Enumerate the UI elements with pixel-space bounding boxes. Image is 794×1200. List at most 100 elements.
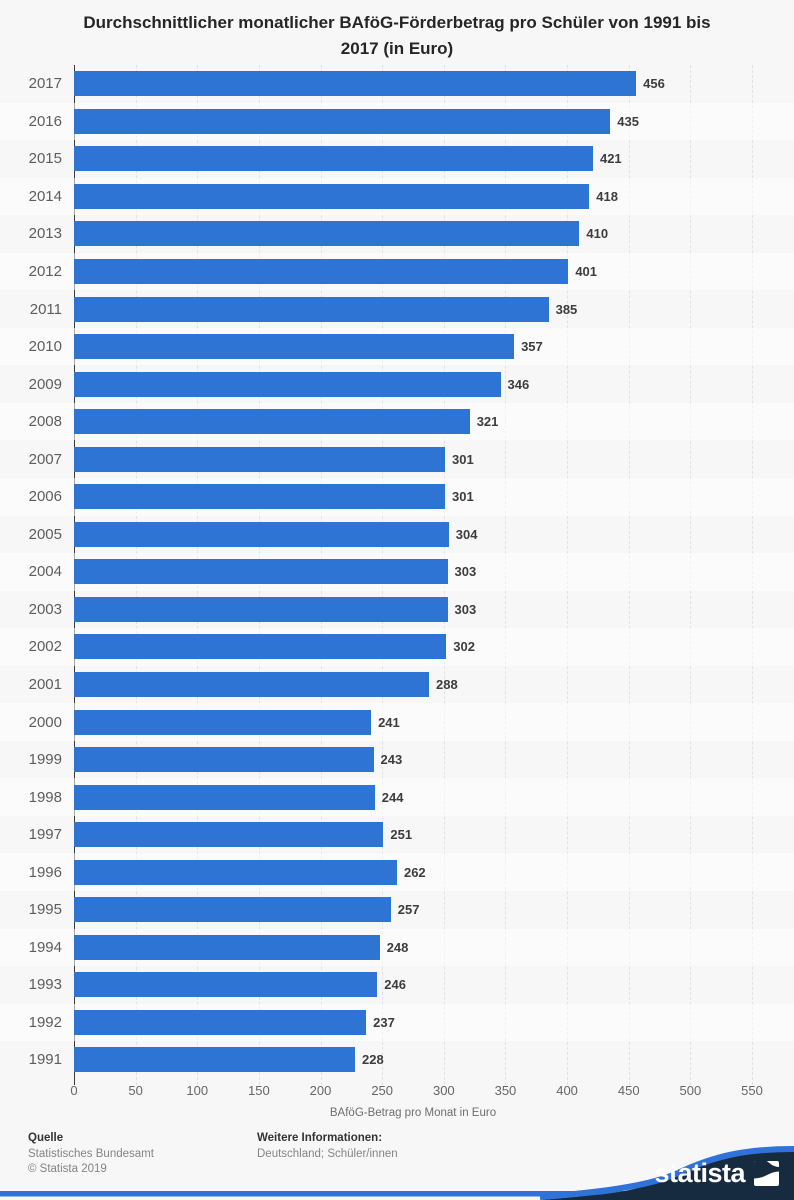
bar bbox=[74, 71, 637, 97]
bar bbox=[74, 183, 590, 209]
bar-value-label: 346 bbox=[507, 376, 530, 392]
bar bbox=[74, 747, 374, 773]
plot-area: 237 bbox=[74, 1004, 752, 1042]
bar bbox=[74, 859, 397, 885]
year-label: 1996 bbox=[28, 863, 62, 881]
bar-row: 2016 435 bbox=[0, 102, 794, 141]
year-label: 2006 bbox=[28, 488, 62, 506]
bar-row: 2017 456 bbox=[0, 65, 794, 103]
plot-area: 346 bbox=[74, 365, 752, 403]
bar bbox=[74, 108, 611, 134]
bar-row: 2015 421 bbox=[0, 140, 794, 178]
bar-row: 2001 288 bbox=[0, 666, 794, 704]
plot-area: 301 bbox=[74, 478, 752, 516]
brand-wave-shape bbox=[540, 1149, 794, 1200]
bar-row: 2006 301 bbox=[0, 478, 794, 516]
bar-row: 2014 418 bbox=[0, 177, 794, 216]
bar-value-label: 418 bbox=[596, 188, 618, 204]
plot-area: 456 bbox=[74, 65, 752, 103]
bar-value-label: 246 bbox=[384, 977, 406, 993]
bar bbox=[74, 596, 448, 622]
bar-value-label: 262 bbox=[403, 864, 426, 880]
x-tick-label: 350 bbox=[494, 1082, 517, 1098]
x-tick-label: 300 bbox=[432, 1082, 455, 1098]
chart-title-line1: Durchschnittlicher monatlicher BAföG-För… bbox=[83, 13, 711, 32]
bar-row: 1994 248 bbox=[0, 928, 794, 967]
year-label: 1998 bbox=[28, 788, 62, 806]
bar-row: 2007 301 bbox=[0, 440, 794, 478]
bar-row: 1999 243 bbox=[0, 741, 794, 779]
plot-area: 244 bbox=[74, 778, 752, 816]
statista-logo: statista bbox=[654, 1160, 779, 1187]
bar-value-label: 241 bbox=[378, 714, 400, 730]
bar-row: 1993 246 bbox=[0, 966, 794, 1004]
bar-value-label: 243 bbox=[380, 752, 403, 768]
bar-value-label: 288 bbox=[436, 677, 458, 693]
year-label: 2008 bbox=[28, 413, 62, 431]
bar bbox=[74, 784, 375, 810]
plot-area: 410 bbox=[74, 215, 752, 253]
bar-value-label: 301 bbox=[452, 451, 474, 467]
plot-area: 401 bbox=[74, 253, 752, 291]
bar-row: 2011 385 bbox=[0, 290, 794, 328]
plot-area: 262 bbox=[74, 853, 752, 891]
bar bbox=[74, 446, 446, 472]
bar bbox=[74, 484, 446, 510]
bar-row: 2004 303 bbox=[0, 553, 794, 591]
copyright-note: © Statista 2019 bbox=[28, 1163, 107, 1175]
year-label: 1992 bbox=[28, 1013, 62, 1031]
bar-value-label: 251 bbox=[390, 827, 413, 843]
source-label: Quelle bbox=[28, 1132, 64, 1144]
year-label: 1994 bbox=[28, 938, 62, 956]
bar bbox=[74, 934, 380, 960]
x-tick-label: 150 bbox=[248, 1082, 270, 1098]
bar-row: 1995 257 bbox=[0, 891, 794, 929]
year-label: 1993 bbox=[28, 976, 62, 994]
x-tick-label: 500 bbox=[679, 1082, 702, 1098]
year-label: 2015 bbox=[28, 150, 62, 168]
chart-title-line2: 2017 (in Euro) bbox=[340, 39, 454, 58]
year-label: 1999 bbox=[28, 751, 62, 769]
bar bbox=[74, 259, 569, 284]
bar bbox=[74, 371, 501, 397]
plot-area: 418 bbox=[74, 178, 752, 216]
plot-area: 304 bbox=[74, 516, 752, 554]
bar bbox=[74, 709, 372, 735]
bar-value-label: 244 bbox=[381, 789, 404, 805]
x-tick-label: 400 bbox=[556, 1082, 578, 1098]
bar-row: 2010 357 bbox=[0, 327, 794, 366]
bar-row: 1996 262 bbox=[0, 853, 794, 892]
year-label: 2007 bbox=[28, 450, 62, 468]
bar-rows: 2017 456 2016 435 2015 421 2014 418 2013 410 2012 4… bbox=[0, 65, 794, 1079]
year-label: 2012 bbox=[28, 263, 62, 280]
bar-row: 2012 401 bbox=[0, 252, 794, 291]
year-label: 2013 bbox=[28, 225, 62, 243]
bar-value-label: 302 bbox=[453, 639, 475, 655]
bar-value-label: 303 bbox=[454, 601, 477, 617]
year-label: 1995 bbox=[28, 901, 62, 919]
source-name: Statistisches Bundesamt bbox=[28, 1147, 154, 1160]
year-label: 2000 bbox=[28, 713, 62, 731]
info-block: Weitere Informationen: Deutschland; Schü… bbox=[257, 1131, 398, 1162]
chart-title: Durchschnittlicher monatlicher BAföG-För… bbox=[0, 0, 794, 62]
bar-value-label: 385 bbox=[555, 301, 578, 317]
year-label: 1991 bbox=[28, 1051, 62, 1069]
plot-area: 248 bbox=[74, 929, 752, 967]
bar-value-label: 401 bbox=[575, 264, 598, 279]
brand-wave-accent bbox=[539, 1146, 794, 1200]
year-label: 2005 bbox=[28, 525, 62, 543]
x-tick-label: 550 bbox=[741, 1082, 763, 1098]
year-label: 2011 bbox=[29, 300, 62, 318]
bar-chart: 2017 456 2016 435 2015 421 2014 418 2013 410 2012 4… bbox=[0, 65, 794, 1085]
plot-area: 303 bbox=[74, 553, 752, 591]
plot-area: 385 bbox=[74, 290, 752, 328]
bar-value-label: 237 bbox=[373, 1014, 395, 1030]
x-tick-label: 200 bbox=[309, 1082, 332, 1098]
plot-area: 257 bbox=[74, 891, 752, 929]
year-label: 2016 bbox=[28, 112, 62, 130]
bar-value-label: 435 bbox=[617, 113, 639, 129]
bar bbox=[74, 146, 593, 172]
bar-value-label: 303 bbox=[454, 564, 477, 580]
plot-area: 321 bbox=[74, 403, 752, 441]
